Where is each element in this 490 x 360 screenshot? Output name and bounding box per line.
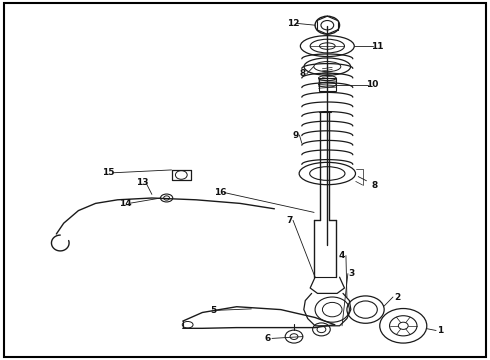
Text: 3: 3	[349, 269, 355, 278]
Text: 16: 16	[214, 188, 227, 197]
Bar	[318, 78, 336, 91]
Text: 6: 6	[265, 334, 271, 343]
Text: 14: 14	[119, 199, 131, 208]
Text: 8: 8	[300, 69, 306, 78]
Text: 7: 7	[286, 216, 293, 225]
Text: 5: 5	[210, 306, 216, 315]
Text: 4: 4	[339, 251, 345, 260]
Text: 13: 13	[136, 178, 148, 187]
Text: 2: 2	[394, 292, 400, 302]
Text: 9: 9	[292, 130, 299, 139]
Text: 8: 8	[358, 176, 378, 189]
Text: 12: 12	[287, 19, 299, 28]
Text: 1: 1	[437, 326, 443, 335]
Text: 10: 10	[366, 80, 379, 89]
Text: 15: 15	[102, 168, 115, 177]
Text: 11: 11	[371, 41, 384, 50]
